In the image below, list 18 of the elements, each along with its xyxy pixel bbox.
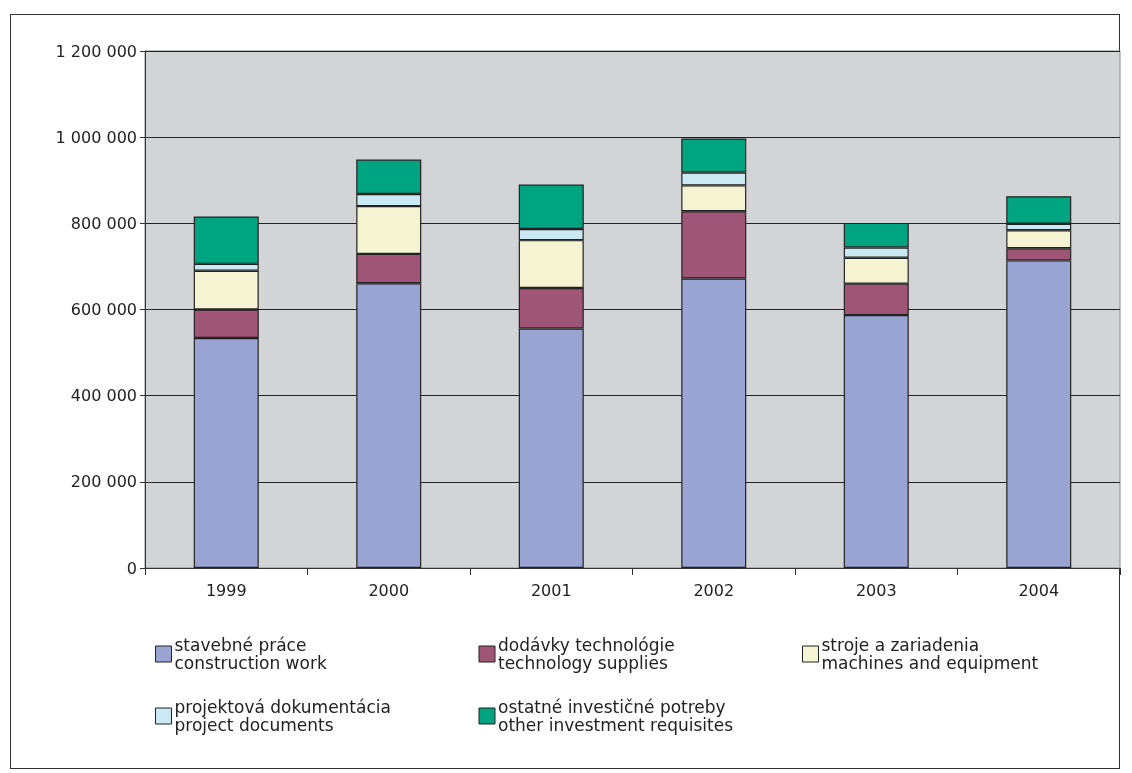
y-tick-label: 400 000 [70,386,137,406]
y-tick-label: 200 000 [70,472,137,492]
legend-label: dodávky technológie technology supplies [498,635,675,673]
x-tick-label: 2002 [693,580,735,600]
legend-label: stavebné práce construction work [174,635,327,673]
y-tick-label: 1 200 000 [55,41,137,61]
x-tick-label: 2000 [368,580,410,600]
legend-label: stroje a zariadenia machines and equipment [821,635,1039,673]
x-tick-label: 2001 [530,580,572,600]
x-tick-label: 1999 [205,580,247,600]
legend-label: projektová dokumentácia project documents [174,697,391,735]
y-tick-label: 600 000 [70,300,137,319]
y-tick-label: 800 000 [70,213,137,233]
legend-label: ostatné investičné potreby other investment requisites [498,697,734,735]
y-tick-label: 0 [126,558,137,578]
x-tick-label: 2004 [1018,580,1060,600]
x-tick-label: 2003 [855,580,897,600]
y-tick-label: 1 000 000 [55,127,137,147]
